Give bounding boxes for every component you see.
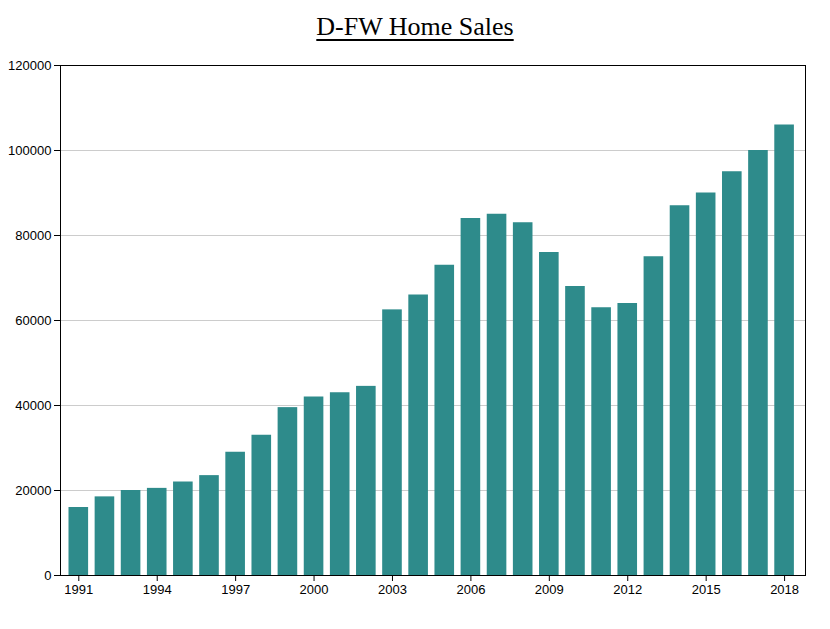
svg-text:2000: 2000 <box>300 582 329 597</box>
svg-text:40000: 40000 <box>15 398 51 413</box>
svg-text:80000: 80000 <box>15 228 51 243</box>
svg-text:2015: 2015 <box>692 582 721 597</box>
svg-text:0: 0 <box>44 568 51 583</box>
svg-text:1994: 1994 <box>143 582 172 597</box>
svg-text:1991: 1991 <box>64 582 93 597</box>
svg-text:2006: 2006 <box>456 582 485 597</box>
svg-text:100000: 100000 <box>8 143 51 158</box>
svg-text:1997: 1997 <box>221 582 250 597</box>
svg-text:2009: 2009 <box>535 582 564 597</box>
svg-text:20000: 20000 <box>15 483 51 498</box>
svg-text:120000: 120000 <box>8 58 51 73</box>
svg-text:2012: 2012 <box>613 582 642 597</box>
svg-text:2003: 2003 <box>378 582 407 597</box>
svg-text:60000: 60000 <box>15 313 51 328</box>
html-text:D-FW Home Sales: D-FW Home Sales <box>316 12 514 41</box>
svg-text:2018: 2018 <box>770 582 799 597</box>
